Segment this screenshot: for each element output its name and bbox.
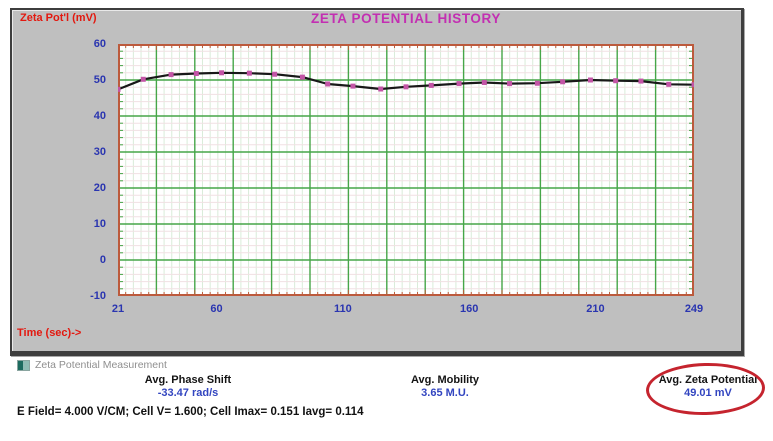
x-tick-label: 160 bbox=[459, 303, 479, 315]
x-tick-label: 60 bbox=[210, 303, 223, 315]
y-tick-label: 60 bbox=[93, 38, 106, 50]
metric-avg-zeta-potential: Avg. Zeta Potential 49.01 mV bbox=[633, 374, 773, 400]
metric-label: Avg. Phase Shift bbox=[144, 374, 232, 386]
metric-label: Avg. Mobility bbox=[410, 374, 480, 386]
metric-label: Avg. Zeta Potential bbox=[658, 374, 758, 386]
y-tick-label: 20 bbox=[93, 182, 106, 194]
x-tick-label: 110 bbox=[333, 303, 352, 315]
x-tick-label: 210 bbox=[586, 303, 605, 315]
y-axis-title: Zeta Pot'l (mV) bbox=[20, 12, 97, 24]
measurement-tab-label: Zeta Potential Measurement bbox=[35, 359, 167, 371]
measurement-tab[interactable]: Zeta Potential Measurement bbox=[17, 359, 167, 371]
y-tick-label: 40 bbox=[93, 110, 106, 122]
metric-value: 49.01 mV bbox=[684, 387, 732, 399]
x-tick-label: 21 bbox=[111, 303, 125, 315]
x-tick-label: 249 bbox=[684, 303, 704, 315]
zeta-history-plot bbox=[118, 44, 694, 296]
metric-avg-mobility: Avg. Mobility 3.65 M.U. bbox=[350, 374, 540, 400]
window-icon bbox=[17, 359, 30, 371]
metric-avg-phase-shift: Avg. Phase Shift -33.47 rad/s bbox=[93, 374, 283, 400]
y-tick-label: -10 bbox=[90, 290, 106, 302]
x-axis-title: Time (sec)-> bbox=[17, 327, 82, 339]
metric-value: -33.47 rad/s bbox=[157, 387, 219, 399]
y-tick-label: 10 bbox=[93, 218, 106, 230]
measurement-conditions: E Field= 4.000 V/CM; Cell V= 1.600; Cell… bbox=[17, 406, 364, 418]
y-tick-label: 30 bbox=[93, 146, 106, 158]
chart-title: ZETA POTENTIAL HISTORY bbox=[311, 11, 501, 26]
y-tick-label: 50 bbox=[93, 74, 106, 86]
metric-value: 3.65 M.U. bbox=[421, 387, 469, 399]
y-tick-label: 0 bbox=[99, 254, 106, 266]
